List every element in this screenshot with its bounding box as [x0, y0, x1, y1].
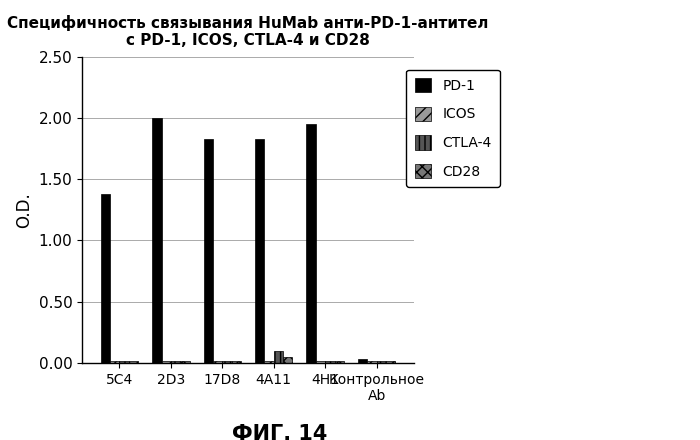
Bar — [265, 361, 274, 363]
Bar — [307, 124, 316, 363]
Bar — [283, 357, 293, 363]
Bar — [120, 361, 129, 363]
Text: ФИГ. 14: ФИГ. 14 — [232, 424, 328, 440]
Bar — [129, 361, 138, 363]
Bar — [204, 139, 213, 363]
Bar — [335, 361, 344, 363]
Y-axis label: O.D.: O.D. — [15, 192, 33, 227]
Bar — [171, 361, 180, 363]
Bar — [223, 361, 232, 363]
Bar — [386, 361, 396, 363]
Bar — [101, 194, 110, 363]
Bar — [162, 361, 171, 363]
Bar — [110, 361, 120, 363]
Bar — [368, 361, 377, 363]
Bar — [213, 361, 223, 363]
Bar — [377, 361, 386, 363]
Bar — [152, 118, 162, 363]
Bar — [274, 351, 283, 363]
Bar — [358, 359, 368, 363]
Bar — [255, 139, 265, 363]
Legend: PD-1, ICOS, CTLA-4, CD28: PD-1, ICOS, CTLA-4, CD28 — [407, 70, 500, 187]
Bar — [316, 361, 326, 363]
Bar — [232, 361, 241, 363]
Bar — [180, 361, 190, 363]
Bar — [326, 361, 335, 363]
Title: Специфичность связывания HuMab анти-PD-1-антител
с PD-1, ICOS, CTLA-4 и CD28: Специфичность связывания HuMab анти-PD-1… — [7, 15, 489, 48]
